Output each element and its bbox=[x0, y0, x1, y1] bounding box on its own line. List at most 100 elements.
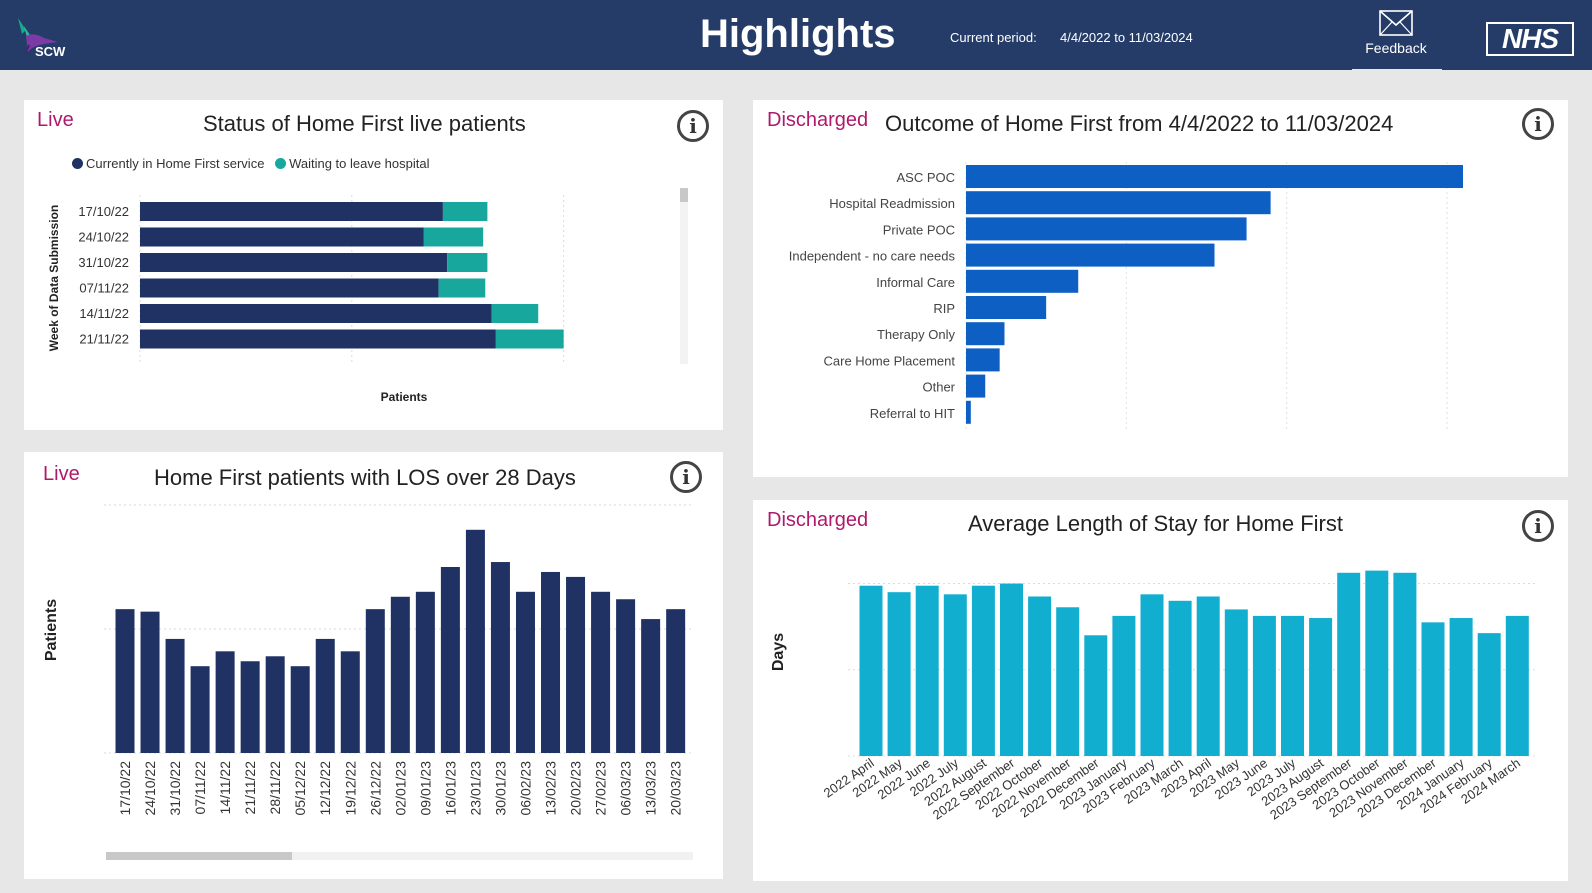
discharged-tag: Discharged bbox=[767, 109, 869, 131]
x-tick-label: 05/12/22 bbox=[292, 761, 308, 816]
y-tick-label: Other bbox=[922, 380, 955, 395]
outcome-bar bbox=[966, 191, 1271, 215]
period-value: 4/4/2022 to 11/03/2024 bbox=[1060, 30, 1193, 45]
live-tag: Live bbox=[43, 463, 80, 485]
x-tick-label: 09/01/23 bbox=[417, 761, 433, 816]
outcome-bar bbox=[966, 165, 1463, 188]
avg-los-bar bbox=[1056, 607, 1080, 756]
bar-waiting-to-leave bbox=[447, 253, 488, 272]
avg-los-bar bbox=[1393, 572, 1417, 756]
los-bar bbox=[440, 567, 460, 753]
x-tick-label: 16/01/23 bbox=[442, 761, 458, 816]
avg-los-bar bbox=[1477, 633, 1501, 756]
y-axis-title: Week of Data Submission bbox=[47, 205, 61, 351]
y-tick-label: Referral to HIT bbox=[870, 406, 955, 421]
outcome-bar bbox=[966, 217, 1247, 241]
feedback-button[interactable]: Feedback bbox=[1350, 8, 1442, 71]
x-tick-label: 07/11/22 bbox=[192, 761, 208, 815]
scrollbar-thumb[interactable] bbox=[106, 852, 292, 860]
feedback-underline bbox=[1352, 69, 1442, 71]
los-bar bbox=[340, 651, 360, 753]
info-icon[interactable]: i bbox=[670, 461, 702, 493]
los-bar bbox=[215, 651, 235, 753]
avg-los-bar bbox=[1505, 615, 1529, 756]
panel-avg-los: Discharged Average Length of Stay for Ho… bbox=[753, 500, 1568, 881]
x-tick-label: 19/12/22 bbox=[342, 761, 358, 816]
horizontal-scrollbar[interactable] bbox=[106, 852, 693, 860]
legend-entry: Currently in Home First service bbox=[86, 156, 265, 171]
avg-los-bar bbox=[971, 585, 995, 756]
envelope-icon bbox=[1379, 10, 1413, 36]
avg-los-bar bbox=[1337, 572, 1361, 756]
y-tick-label: Private POC bbox=[883, 222, 955, 237]
los-bar bbox=[515, 591, 535, 753]
nhs-logo: NHS bbox=[1486, 22, 1574, 56]
y-tick-label: 21/11/22 bbox=[79, 332, 129, 347]
los-bar bbox=[566, 576, 586, 753]
x-tick-label: 26/12/22 bbox=[367, 761, 383, 816]
bar-waiting-to-leave bbox=[491, 304, 539, 323]
avg-los-bar bbox=[1168, 600, 1192, 756]
y-axis-title: Days bbox=[770, 633, 787, 671]
y-tick-label: 17/10/22 bbox=[78, 204, 129, 219]
los-bar bbox=[165, 638, 185, 753]
outcome-bar bbox=[966, 296, 1047, 319]
y-tick-label: 31/10/22 bbox=[78, 255, 129, 270]
bar-currently-in-service bbox=[140, 253, 448, 272]
x-tick-label: 21/11/22 bbox=[242, 761, 258, 815]
status-bar-chart: 17/10/22 24/10/22 31/10/22 07/11/22 14/11/22… bbox=[47, 188, 688, 404]
avg-los-bar bbox=[943, 594, 967, 756]
outcome-bar bbox=[966, 348, 1000, 372]
y-tick-label: Care Home Placement bbox=[824, 353, 956, 368]
avg-los-bar bbox=[1309, 618, 1333, 756]
x-tick-label: 27/02/23 bbox=[593, 761, 609, 816]
x-tick-label: 20/03/23 bbox=[668, 761, 684, 816]
los-bar bbox=[115, 609, 135, 753]
chart-legend: Currently in Home First service Waiting … bbox=[72, 156, 430, 171]
avg-los-bar bbox=[1028, 596, 1052, 756]
los-bar bbox=[365, 609, 385, 753]
bar-waiting-to-leave bbox=[442, 202, 488, 221]
period-label: Current period: bbox=[950, 30, 1037, 45]
x-tick-label: 17/10/22 bbox=[117, 761, 133, 816]
outcome-bar bbox=[966, 243, 1215, 267]
bar-currently-in-service bbox=[140, 227, 424, 247]
avg-los-bar bbox=[1140, 594, 1164, 756]
info-icon[interactable]: i bbox=[1522, 510, 1554, 542]
los-bar bbox=[666, 609, 686, 753]
avg-los-bar bbox=[887, 592, 911, 756]
scrollbar-thumb bbox=[680, 188, 688, 202]
x-tick-label: 30/01/23 bbox=[492, 761, 508, 816]
panel-title: Status of Home First live patients bbox=[203, 111, 526, 136]
x-tick-label: 28/11/22 bbox=[267, 761, 283, 815]
bar-currently-in-service bbox=[140, 278, 439, 298]
los-bar bbox=[390, 596, 410, 753]
outcome-bar bbox=[966, 400, 971, 424]
panel-title: Home First patients with LOS over 28 Day… bbox=[154, 465, 576, 490]
los-bar bbox=[641, 619, 661, 753]
hummingbird-logo-icon bbox=[18, 18, 58, 56]
avg-los-bar bbox=[1224, 609, 1248, 756]
y-tick-label: RIP bbox=[933, 301, 955, 316]
bar-currently-in-service bbox=[140, 304, 492, 323]
panel-los: Live Home First patients with LOS over 2… bbox=[24, 452, 723, 879]
x-tick-label: 02/01/23 bbox=[392, 761, 408, 816]
avg-los-bar bbox=[1281, 615, 1304, 756]
x-tick-label: 14/11/22 bbox=[217, 761, 233, 815]
los-bar bbox=[490, 562, 510, 753]
bar-waiting-to-leave bbox=[495, 329, 564, 349]
info-icon[interactable]: i bbox=[1522, 108, 1554, 140]
y-tick-label: Independent - no care needs bbox=[789, 249, 956, 264]
x-tick-label: 13/03/23 bbox=[643, 761, 659, 816]
info-icon[interactable]: i bbox=[677, 110, 709, 142]
los-bar bbox=[541, 571, 561, 753]
avg-los-bar bbox=[1196, 596, 1220, 756]
x-tick-label: 06/03/23 bbox=[618, 761, 634, 816]
los-bar bbox=[415, 591, 435, 753]
legend-entry: Waiting to leave hospital bbox=[289, 156, 430, 171]
avg-los-bar bbox=[1449, 618, 1473, 756]
x-axis-title: Patients bbox=[381, 390, 428, 404]
avg-los-bar bbox=[1084, 635, 1108, 756]
y-tick-label: 07/11/22 bbox=[79, 281, 129, 296]
